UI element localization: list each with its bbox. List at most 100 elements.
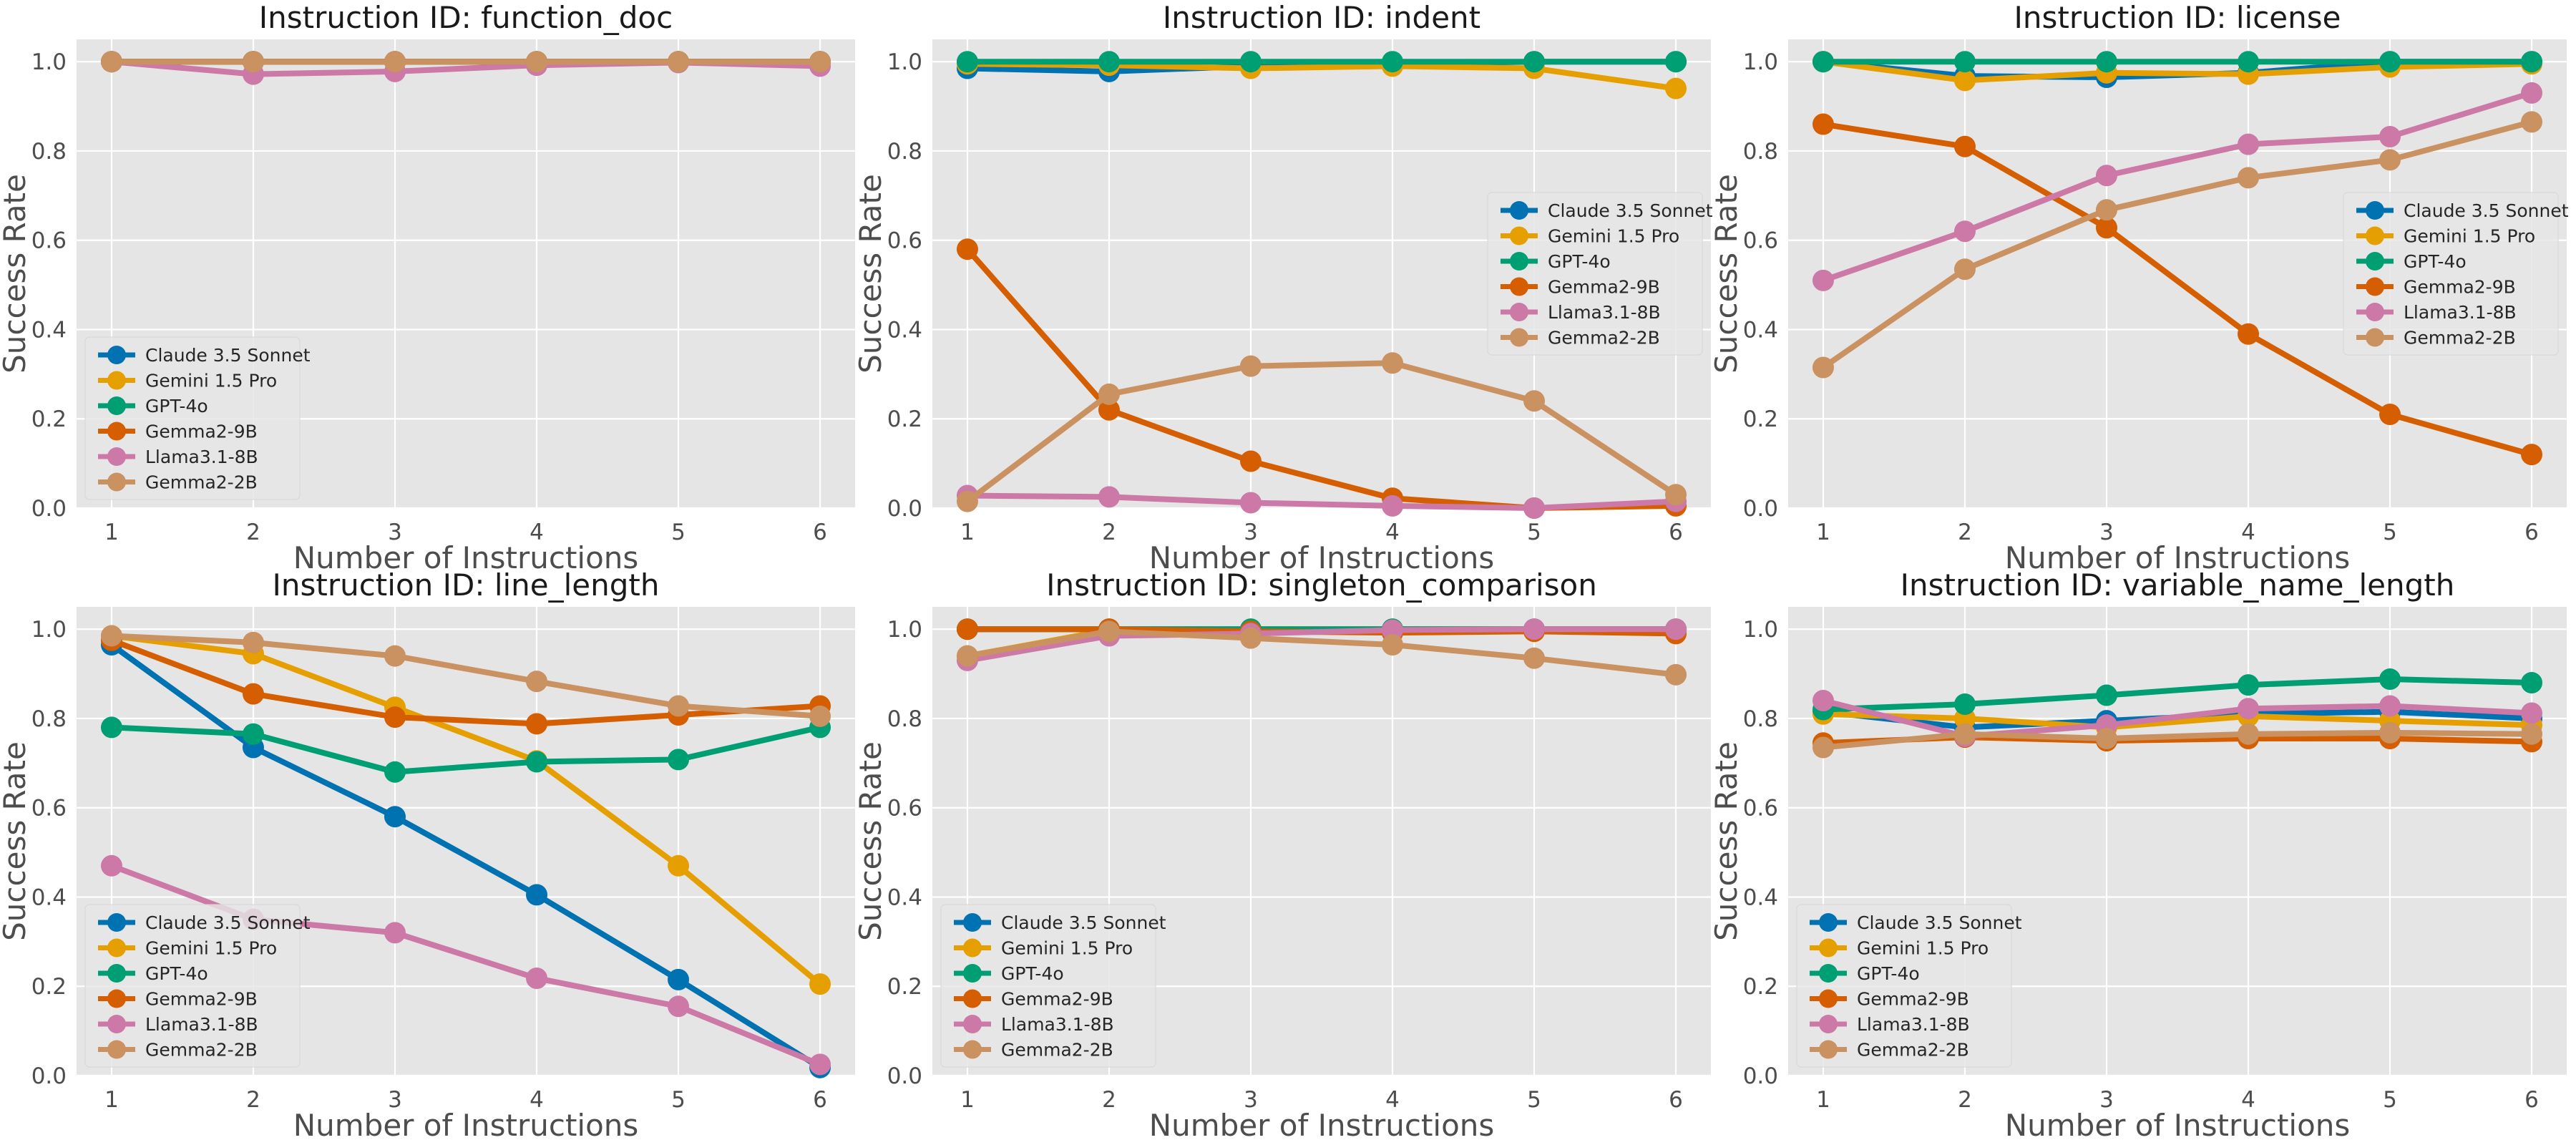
data-point	[1812, 51, 1834, 73]
y-tick-label: 0.2	[1743, 406, 1778, 432]
legend-label: GPT-4o	[2404, 251, 2467, 272]
x-tick-label: 2	[1102, 520, 1116, 545]
legend-entry: Gemma2-2B	[954, 1040, 1113, 1061]
data-point	[100, 716, 122, 739]
legend-marker	[963, 938, 982, 958]
data-point	[2379, 125, 2401, 147]
legend-entry: Gemma2-9B	[954, 989, 1113, 1010]
legend: Claude 3.5 Sonnet Gemini 1.5 Pro GPT-4o Gem…	[84, 904, 311, 1068]
y-tick-label: 1.0	[887, 617, 922, 643]
legend-entry: GPT-4o	[954, 963, 1064, 984]
data-point	[1239, 355, 1262, 377]
y-tick-label: 0.6	[31, 228, 67, 254]
data-point	[1098, 383, 1120, 405]
x-tick-label: 6	[1669, 520, 1683, 545]
data-point	[2521, 51, 2543, 73]
legend-entry: Gemma2-2B	[1501, 328, 1660, 349]
series-line	[1820, 121, 2535, 458]
x-tick-label: 2	[1958, 1087, 1972, 1113]
legend-label: Llama3.1-8B	[145, 447, 258, 467]
series-group	[1812, 82, 2543, 291]
x-axis-label: Number of Instructions	[1149, 1108, 1495, 1143]
series-line	[1820, 119, 2535, 371]
series-line	[1820, 89, 2535, 283]
x-tick-label: 3	[2099, 520, 2114, 545]
y-tick-label: 0.0	[1743, 1063, 1778, 1089]
y-tick-label: 0.0	[1743, 496, 1778, 522]
legend-box	[1796, 904, 2012, 1068]
data-point	[1665, 484, 1687, 506]
y-tick-label: 0.6	[1743, 228, 1778, 254]
data-point	[2521, 111, 2543, 133]
legend-marker	[107, 346, 126, 364]
data-point	[956, 645, 978, 667]
legend-box	[84, 904, 301, 1068]
legend-entry: Gemma2-9B	[98, 989, 258, 1010]
series-line	[108, 633, 824, 719]
legend-marker	[107, 1015, 126, 1033]
data-point	[1098, 399, 1120, 421]
series-group	[1812, 721, 2543, 759]
x-tick-label: 2	[1102, 1087, 1116, 1113]
x-axis-label: Number of Instructions	[2005, 1108, 2351, 1143]
data-point	[1382, 619, 1404, 641]
legend-label: Gemma2-2B	[1857, 1040, 1969, 1061]
data-point	[384, 51, 406, 73]
legend: Claude 3.5 Sonnet Gemini 1.5 Pro GPT-4o Gem…	[2343, 192, 2569, 356]
y-tick-label: 0.8	[31, 706, 67, 732]
legend-entry: Gemma2-2B	[98, 1040, 258, 1061]
data-point	[668, 995, 690, 1018]
y-axis-label: Success Rate	[0, 174, 32, 374]
legend-label: GPT-4o	[1001, 963, 1064, 984]
data-point	[2095, 217, 2117, 239]
x-tick-label: 3	[1244, 1087, 1258, 1113]
x-tick-label: 4	[530, 520, 544, 545]
subplot-4: 0.0 0.2 0.4 0.6 0.8 1.0 1 2 3 4 5 6 Number of Instru…	[0, 567, 855, 1143]
x-tick-label: 1	[960, 1087, 975, 1113]
data-point	[668, 695, 690, 717]
legend-marker	[1510, 201, 1528, 220]
data-point	[1239, 51, 1262, 73]
y-tick-label: 0.6	[887, 228, 922, 254]
legend-label: Gemma2-2B	[145, 472, 258, 493]
data-point	[1812, 356, 1834, 379]
legend-entry: Gemini 1.5 Pro	[1810, 938, 1989, 959]
legend-marker	[1819, 1040, 1838, 1059]
series-group	[956, 620, 1687, 686]
y-axis-label: Success Rate	[0, 741, 32, 941]
series-line	[964, 360, 1679, 505]
data-point	[1523, 51, 1546, 73]
legend-entry: Claude 3.5 Sonnet	[98, 345, 311, 366]
y-tick-label: 0.0	[887, 1063, 922, 1089]
legend-entry: Llama3.1-8B	[98, 447, 258, 467]
legend-marker	[2366, 328, 2384, 347]
data-point	[384, 761, 406, 783]
data-point	[809, 51, 831, 73]
data-point	[384, 806, 406, 828]
legend-marker	[1819, 989, 1838, 1008]
legend-entry: Gemma2-9B	[1810, 989, 1969, 1010]
data-point	[668, 854, 690, 877]
data-point	[526, 671, 548, 693]
data-point	[1523, 497, 1546, 519]
legend-entry: Gemini 1.5 Pro	[98, 938, 277, 959]
subplot-1: 0.0 0.2 0.4 0.6 0.8 1.0 1 2 3 4 5 6 Number of Instru…	[0, 0, 855, 575]
data-point	[242, 631, 264, 653]
data-point	[2238, 698, 2260, 720]
data-point	[1665, 77, 1687, 99]
legend-label: Gemma2-2B	[1548, 328, 1660, 349]
legend-entry: GPT-4o	[1810, 963, 1920, 984]
data-point	[1239, 450, 1262, 472]
x-tick-label: 5	[1527, 520, 1541, 545]
y-tick-label: 0.4	[31, 885, 67, 910]
legend-marker	[1510, 303, 1528, 321]
legend-marker	[1510, 328, 1528, 347]
legend-label: Llama3.1-8B	[1857, 1014, 1970, 1035]
legend-entry: Gemini 1.5 Pro	[98, 371, 277, 391]
legend-entry: Claude 3.5 Sonnet	[1501, 200, 1713, 221]
y-tick-label: 0.2	[887, 974, 922, 1000]
data-point	[1098, 486, 1120, 508]
series-line	[964, 492, 1679, 511]
series-group	[956, 51, 1687, 73]
